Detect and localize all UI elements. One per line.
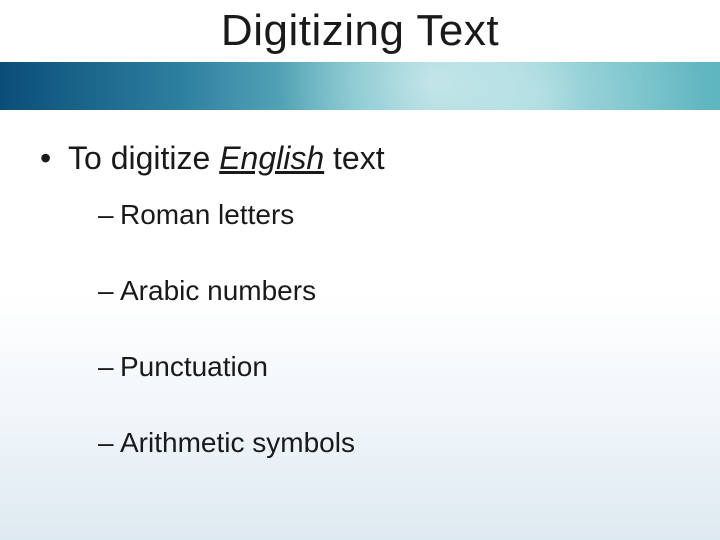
sub-item: –Arabic numbers (98, 275, 680, 307)
dash-icon: – (98, 199, 120, 231)
bullet-level1: •To digitize English text (40, 140, 680, 177)
sub-item: –Punctuation (98, 351, 680, 383)
sub-item-label: Arithmetic symbols (120, 427, 355, 458)
dash-icon: – (98, 275, 120, 307)
sub-item-label: Arabic numbers (120, 275, 316, 306)
content-area: •To digitize English text –Roman letters… (40, 140, 680, 503)
dash-icon: – (98, 427, 120, 459)
sub-item: –Arithmetic symbols (98, 427, 680, 459)
bullet1-emph: English (219, 140, 324, 176)
bullet1-suffix: text (324, 140, 384, 176)
sub-item-label: Punctuation (120, 351, 268, 382)
slide-title: Digitizing Text (0, 6, 720, 56)
sub-item-label: Roman letters (120, 199, 294, 230)
sub-list: –Roman letters –Arabic numbers –Punctuat… (98, 199, 680, 459)
dash-icon: – (98, 351, 120, 383)
sub-item: –Roman letters (98, 199, 680, 231)
bullet1-prefix: To digitize (68, 140, 219, 176)
slide: Digitizing Text •To digitize English tex… (0, 0, 720, 540)
title-band (0, 62, 720, 110)
bullet-icon: • (40, 140, 68, 177)
